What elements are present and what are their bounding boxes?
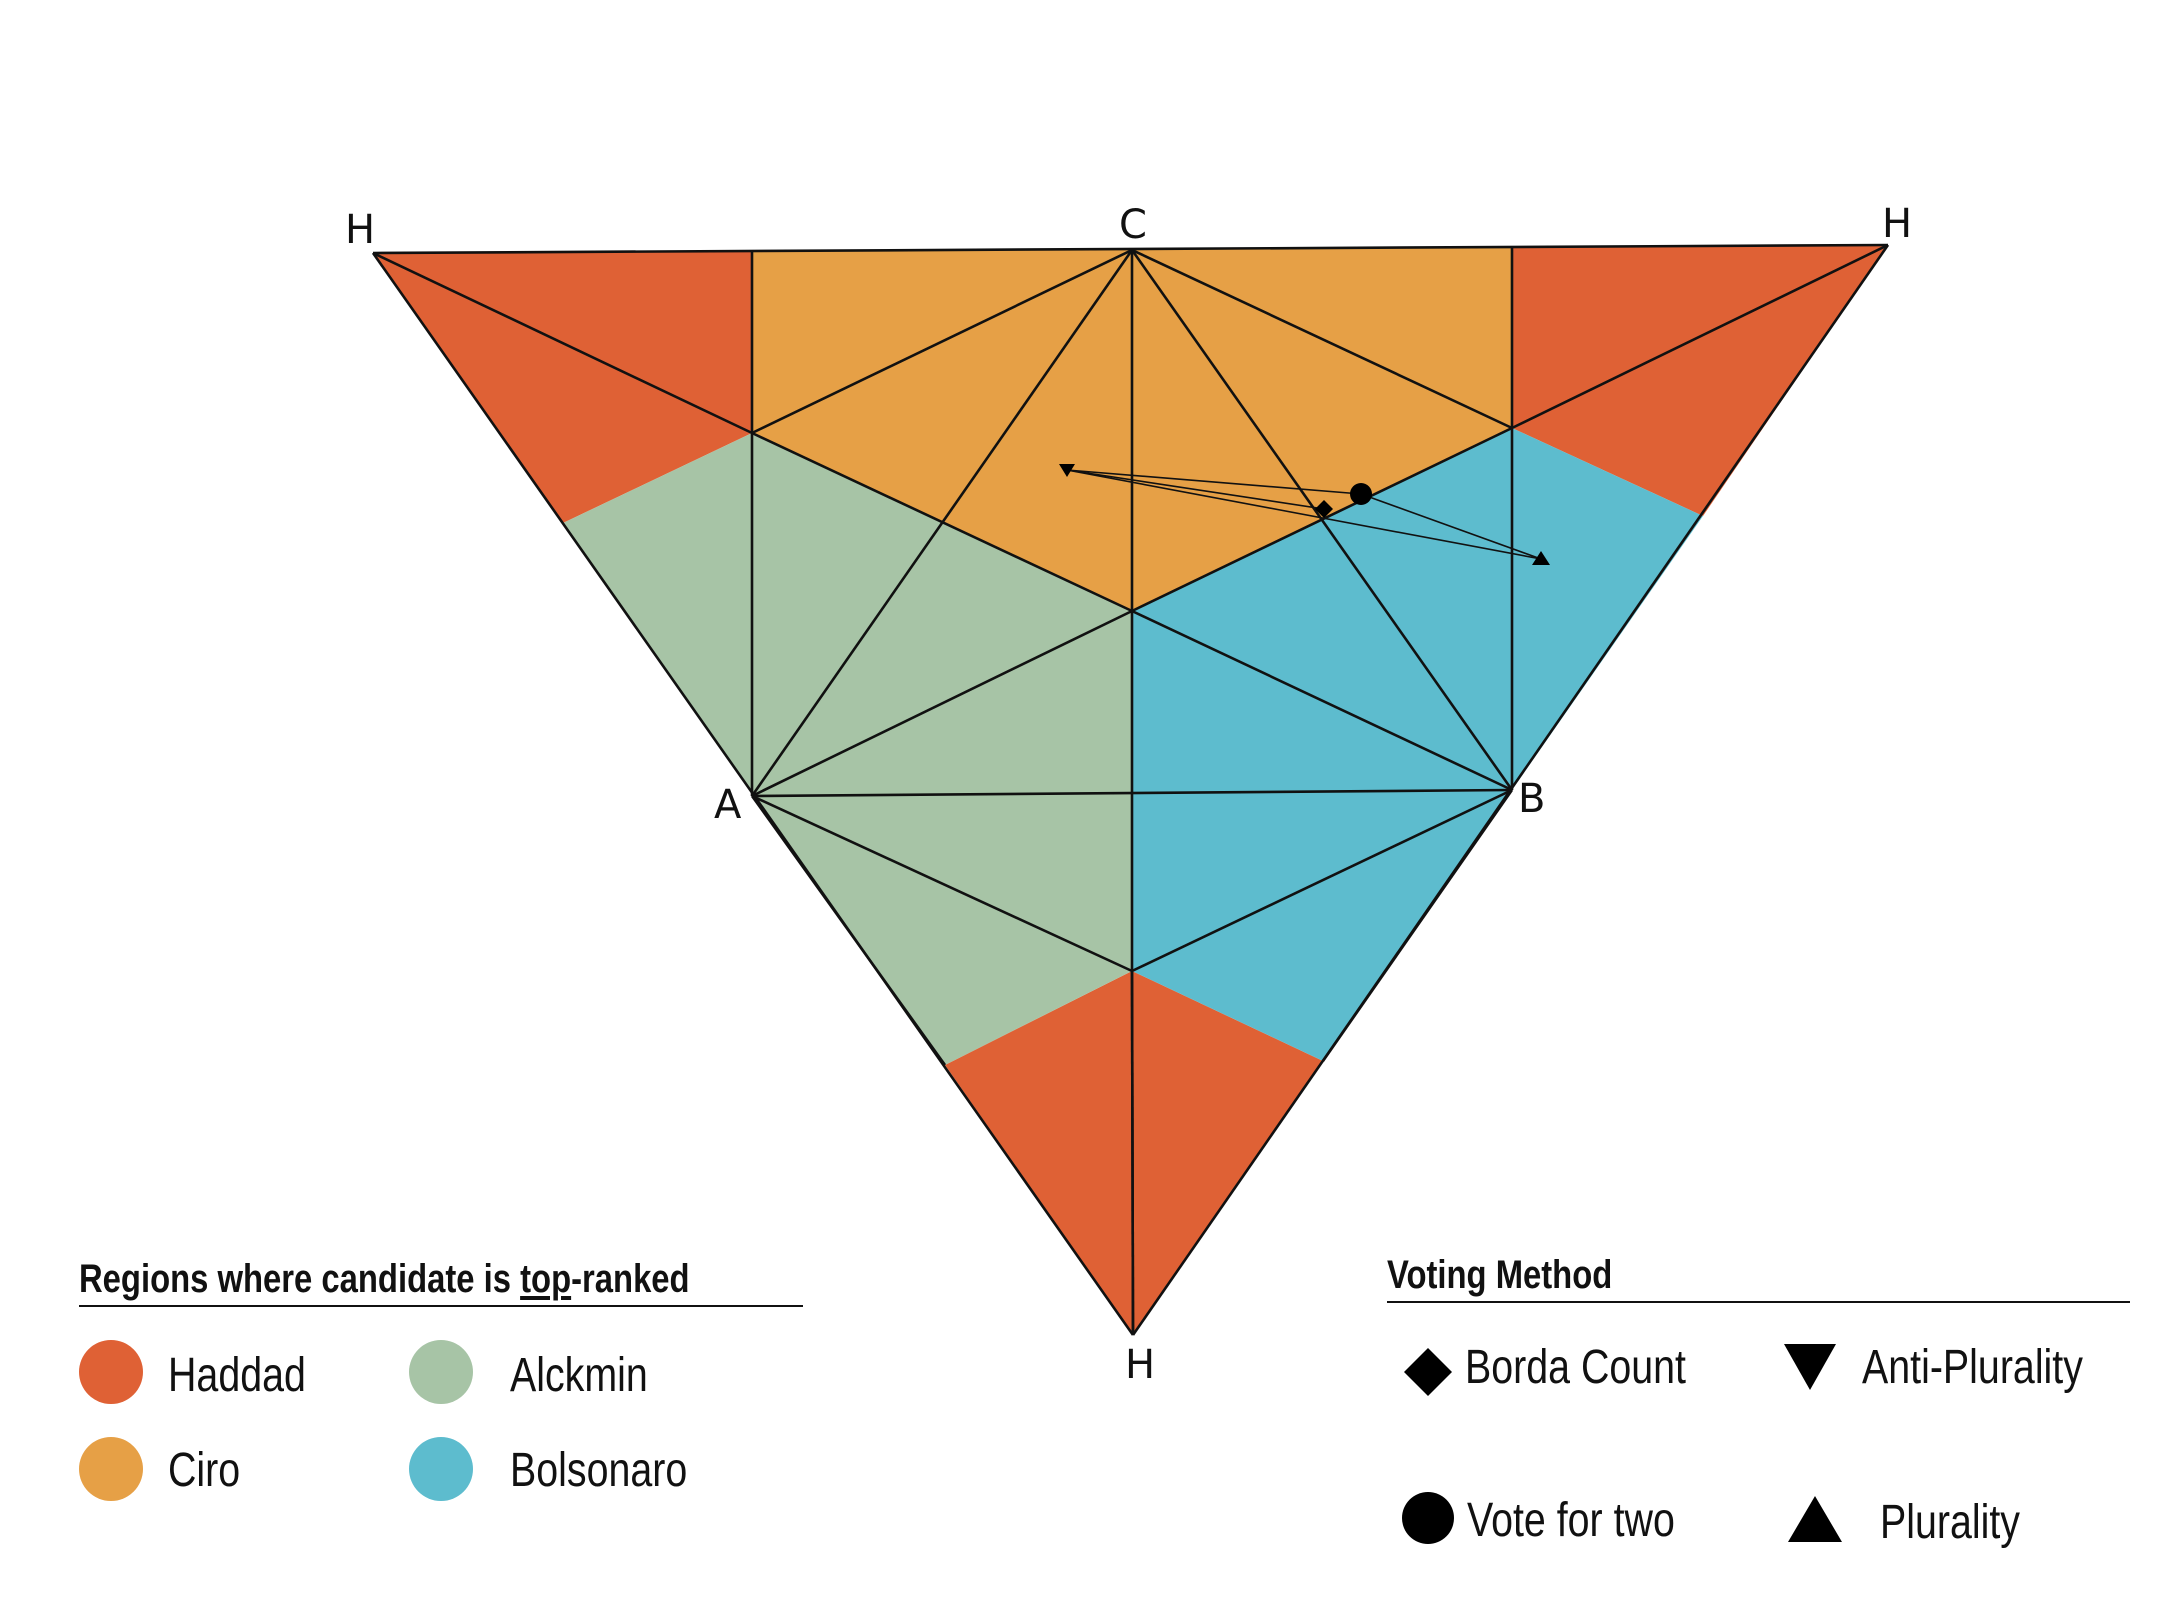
- borda-count-marker: [1315, 500, 1333, 518]
- plurality-marker: [1532, 551, 1550, 565]
- haddad-region-1: [1512, 245, 1888, 516]
- triangle-up-icon: [1788, 1496, 1842, 1542]
- bolsonaro-label: Bolsonaro: [510, 1444, 688, 1497]
- haddad-region-2: [945, 971, 1323, 1335]
- vertex-label-h-bottom: H: [1125, 1342, 1155, 1388]
- method-path-2: [1360, 493, 1542, 560]
- borda-count-label: Borda Count: [1465, 1341, 1687, 1394]
- grid-line-14: [1130, 970, 1135, 1336]
- haddad-swatch: [79, 1340, 143, 1404]
- grid-lines: [371, 243, 1890, 1336]
- regions-legend-rule: [79, 1305, 803, 1307]
- vertex-label-h-right: H: [1882, 201, 1912, 247]
- plurality-label: Plurality: [1880, 1496, 2020, 1549]
- voting-method-rule: [1387, 1301, 2130, 1303]
- haddad-region-0: [373, 251, 752, 523]
- grid-line-10: [751, 794, 1133, 973]
- grid-line-15: [750, 249, 1134, 797]
- triangle-down-icon: [1784, 1344, 1836, 1390]
- method-path-0: [1066, 469, 1362, 495]
- grid-line-20: [751, 248, 1133, 435]
- voting-method-title: Voting Method: [1387, 1253, 1613, 1297]
- vote-for-two-marker: [1350, 483, 1372, 505]
- grid-line-23: [1321, 789, 1514, 1062]
- regions-layer: [373, 245, 1888, 1335]
- haddad-label: Haddad: [168, 1349, 306, 1402]
- regions-legend-title: Regions where candidate is top-ranked: [79, 1257, 690, 1301]
- vertex-label-a: A: [714, 782, 742, 828]
- vertex-label-c: C: [1119, 202, 1147, 248]
- anti-plurality-marker: [1059, 464, 1075, 477]
- grid-line-0: [372, 243, 1889, 255]
- circle-icon: [1402, 1492, 1454, 1544]
- bolsonaro-swatch: [409, 1437, 473, 1501]
- diamond-icon: [1404, 1348, 1452, 1396]
- method-markers: [1059, 464, 1550, 565]
- ciro-swatch: [79, 1437, 143, 1501]
- method-path-3: [1066, 469, 1325, 510]
- grid-line-3: [372, 251, 753, 435]
- alckmin-label: Alckmin: [510, 1349, 648, 1402]
- method-path-1: [1066, 469, 1542, 560]
- grid-line-5: [1131, 609, 1513, 792]
- vertex-label-h-left: H: [345, 207, 375, 253]
- grid-line-22: [750, 795, 947, 1066]
- vote-for-two-label: Vote for two: [1467, 1494, 1675, 1547]
- grid-line-17: [751, 788, 1513, 798]
- anti-plurality-label: Anti-Plurality: [1862, 1341, 2083, 1394]
- grid-line-8: [751, 609, 1133, 798]
- method-paths: [1066, 469, 1542, 560]
- grid-line-16: [1130, 249, 1514, 791]
- alckmin-swatch: [409, 1340, 473, 1404]
- grid-line-21: [1131, 248, 1513, 430]
- vertex-label-b: B: [1518, 776, 1545, 822]
- grid-line-11: [1131, 788, 1513, 973]
- grid-line-6: [1511, 243, 1889, 430]
- ciro-label: Ciro: [168, 1444, 241, 1497]
